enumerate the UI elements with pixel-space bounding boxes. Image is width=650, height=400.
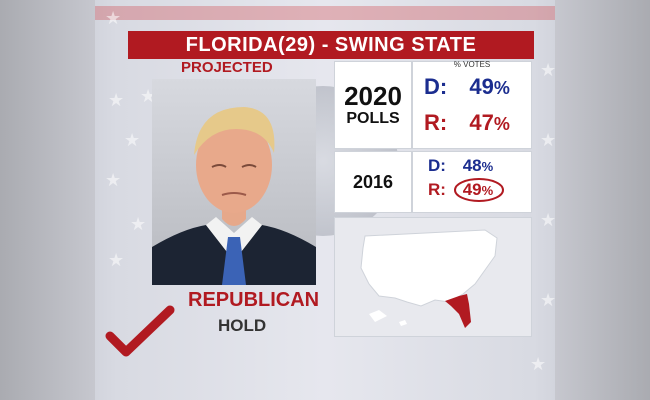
background-edge-left xyxy=(0,0,95,400)
polls-label: POLLS xyxy=(346,110,400,127)
title-bar: FLORIDA (29) - SWING STATE xyxy=(128,31,534,59)
rep-label: R: xyxy=(424,110,448,135)
star-icon: ★ xyxy=(124,130,141,150)
us-map-panel xyxy=(334,217,532,337)
dem-label: D: xyxy=(428,156,446,175)
votes-cell-2020 xyxy=(412,61,532,149)
star-icon: ★ xyxy=(530,354,547,374)
portrait-illustration xyxy=(152,107,316,285)
year-2016: 2016 xyxy=(352,171,394,192)
star-icon: ★ xyxy=(105,8,122,28)
pct-sign: % xyxy=(481,183,494,198)
title-votes: (29) xyxy=(278,33,316,56)
checkmark-icon xyxy=(105,305,175,357)
candidate-portrait xyxy=(152,79,316,285)
dem-label: D: xyxy=(424,74,448,99)
dem-2016: D: 48% xyxy=(428,156,493,176)
year-cell-2020: 2020 POLLS xyxy=(334,61,412,149)
star-icon: ★ xyxy=(108,250,125,270)
rep-2016: R: 49% xyxy=(428,180,493,200)
rep-label: R: xyxy=(428,180,446,199)
dem-value-2016: 48 xyxy=(462,156,482,175)
star-icon: ★ xyxy=(130,214,147,234)
dem-value-2020: 49 xyxy=(469,74,494,99)
projection-label: PROJECTED xyxy=(181,59,273,76)
pct-sign: % xyxy=(493,78,510,98)
rep-2020: R: 47% xyxy=(424,110,510,136)
votes-cell-2016 xyxy=(412,151,532,213)
star-icon: ★ xyxy=(105,170,122,190)
us-map-icon xyxy=(360,229,498,328)
dem-2020: D: 49% xyxy=(424,74,510,100)
result-status: HOLD xyxy=(218,316,267,335)
votes-header: % VOTES xyxy=(453,60,491,69)
year-cell-2016: 2016 xyxy=(334,151,412,213)
pct-sign: % xyxy=(481,159,494,174)
florida-highlight xyxy=(445,294,471,328)
year-2020: 2020 xyxy=(344,81,402,111)
title-label: - SWING STATE xyxy=(321,33,477,56)
rep-value-2016: 49 xyxy=(462,180,482,199)
star-icon: ★ xyxy=(540,60,557,80)
title-state: FLORIDA xyxy=(185,33,279,56)
star-icon: ★ xyxy=(108,90,125,110)
star-icon: ★ xyxy=(540,130,557,150)
background-stripe xyxy=(95,6,555,20)
background-edge-right xyxy=(555,0,650,400)
result-party: REPUBLICAN xyxy=(188,289,320,311)
pct-sign: % xyxy=(493,114,510,134)
rep-value-2020: 47 xyxy=(469,110,494,135)
star-icon: ★ xyxy=(540,290,557,310)
circle-highlight-icon xyxy=(454,178,504,202)
star-icon: ★ xyxy=(540,210,557,230)
